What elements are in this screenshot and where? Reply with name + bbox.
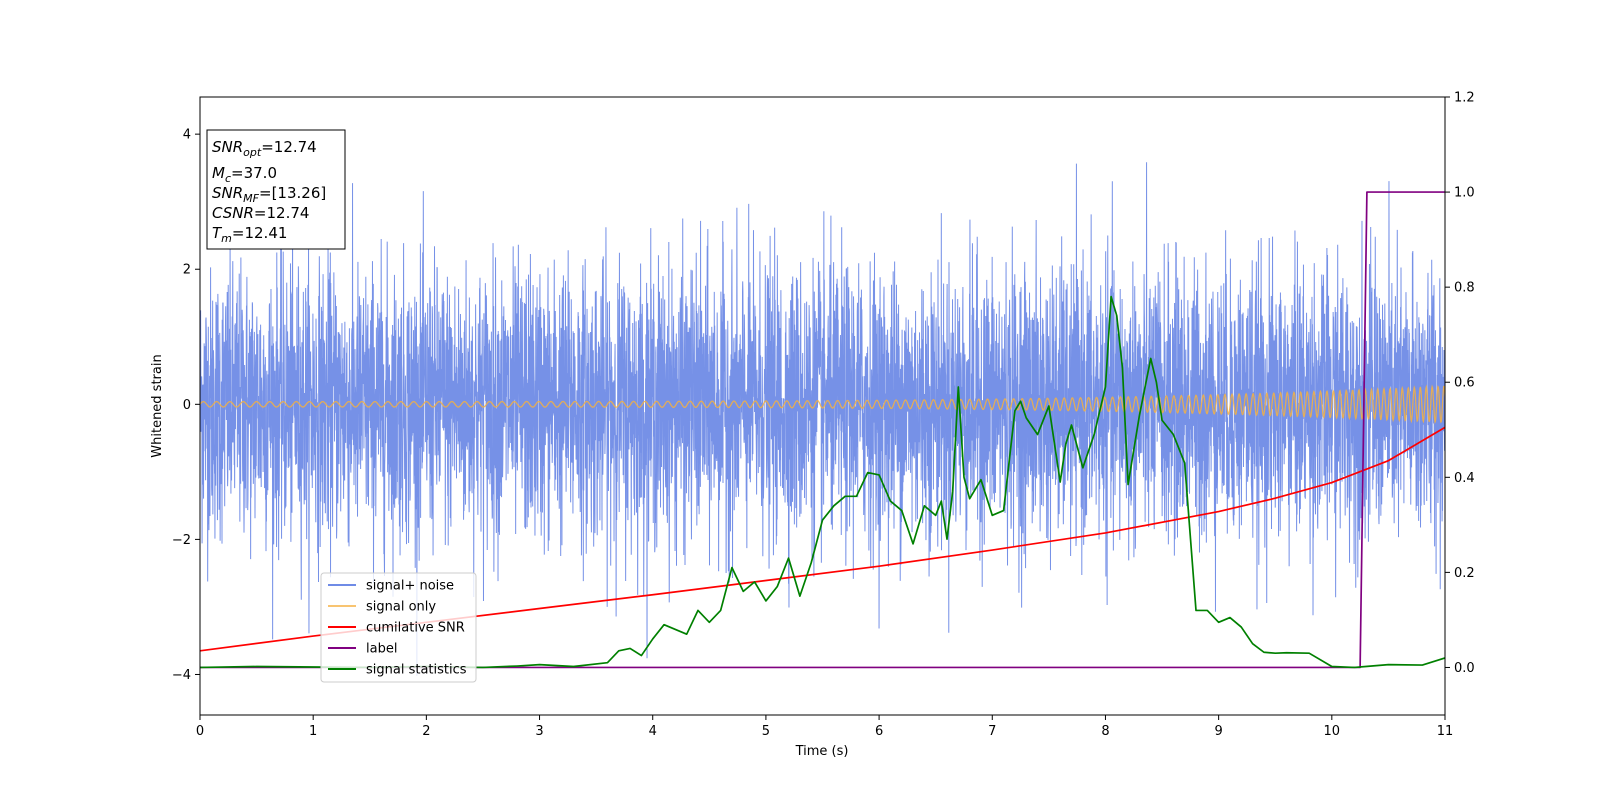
y-tick-label: 0 [183,398,191,413]
x-tick-label: 6 [875,724,883,739]
x-tick-label: 9 [1214,724,1222,739]
annotation-line: Tm=12.41 [212,224,287,245]
y2-tick-label: 1.0 [1454,186,1475,201]
x-tick-label: 10 [1324,724,1341,739]
y-tick-label: 4 [183,128,191,143]
x-tick-label: 3 [535,724,543,739]
x-axis-label: Time (s) [795,744,849,759]
y2-tick-label: 0.8 [1454,281,1475,296]
annotation-line: CSNR=12.74 [212,204,309,222]
x-tick-label: 7 [988,724,996,739]
annotation-line: SNRMF=[13.26] [212,184,326,205]
annotation-box: SNRopt=12.74 Mc=37.0SNRMF=[13.26]CSNR=12.… [206,129,346,250]
legend: signal+ noise signal only cumilative SNR la… [320,572,477,683]
y2-tick-label: 1.2 [1454,91,1475,106]
legend-label: cumilative SNR [366,621,465,636]
y-tick-label: 2 [183,263,191,278]
x-tick-label: 0 [196,724,204,739]
axes: 0 1 2 3 4 5 6 7 8 9 10 11 −4 −2 0 2 4 0.0 0.2 0.4 0.6 0.8 1.0 1… [172,91,1475,740]
y2-tick-label: 0.4 [1454,471,1475,486]
plot-frame [199,96,1446,716]
annotation-frame [206,129,346,250]
annotation-line: SNRopt=12.74 [212,138,317,159]
y2-tick-label: 0.0 [1454,661,1475,676]
y-axis-label: Whitened strain [150,354,165,457]
x-tick-label: 5 [762,724,770,739]
legend-frame [320,572,477,683]
legend-label: signal only [366,600,436,615]
x-tick-label: 1 [309,724,317,739]
legend-label: signal+ noise [366,579,454,594]
x-tick-label: 11 [1437,724,1454,739]
legend-label: signal statistics [366,663,467,678]
y-tick-label: −2 [172,533,191,548]
annotation-line: Mc=37.0 [212,164,277,185]
y-tick-label: −4 [172,668,191,683]
x-tick-label: 2 [422,724,430,739]
y2-tick-label: 0.6 [1454,376,1475,391]
series-signal-only-line [200,384,1445,424]
y2-tick-label: 0.2 [1454,566,1475,581]
series-label-line [200,191,1445,669]
series-signal-statistics-line [200,295,1445,669]
legend-label: label [366,642,397,657]
x-tick-label: 8 [1101,724,1109,739]
x-tick-label: 4 [649,724,657,739]
